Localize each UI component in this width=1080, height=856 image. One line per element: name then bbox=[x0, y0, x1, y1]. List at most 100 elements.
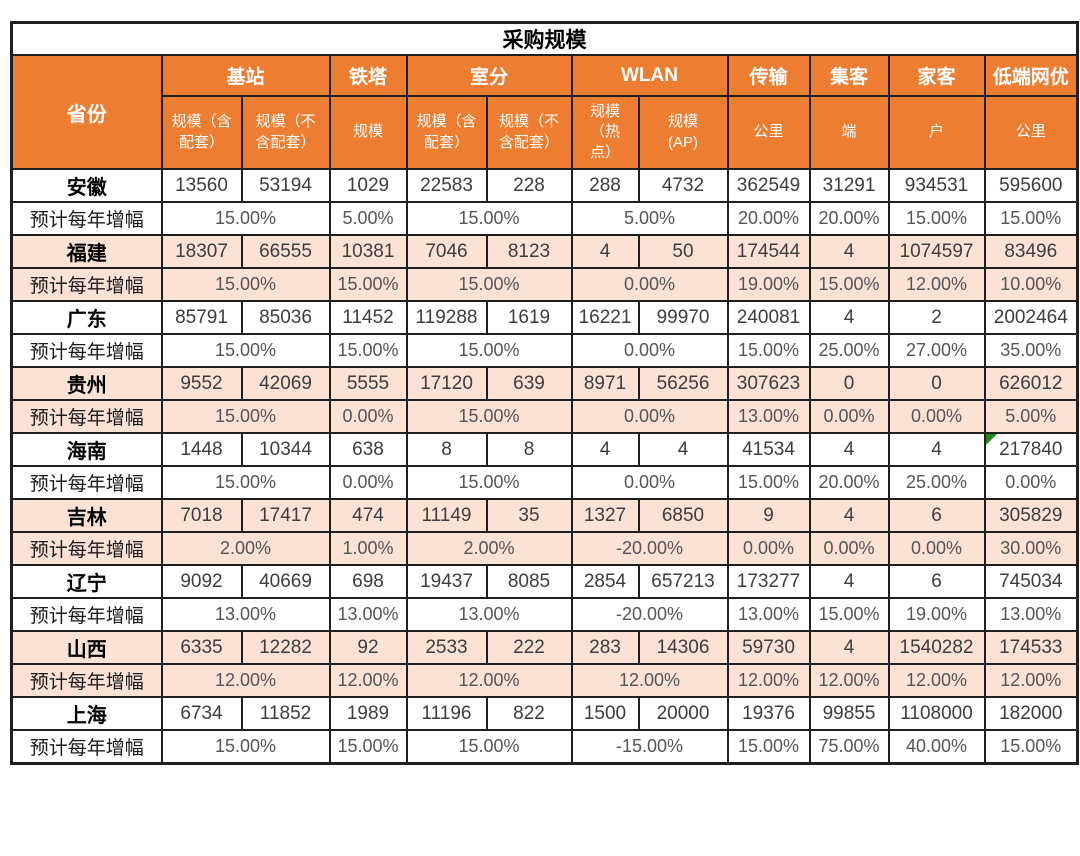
growth-value-cell: 20.00% bbox=[726, 201, 811, 236]
col-sub-netopt-km: 公里 bbox=[983, 95, 1079, 170]
value-cell: 40669 bbox=[240, 564, 331, 599]
value-cell: 35 bbox=[485, 498, 573, 533]
value-cell: 19437 bbox=[405, 564, 488, 599]
growth-value-cell: 15.00% bbox=[328, 729, 408, 764]
growth-value-cell: 12.00% bbox=[887, 267, 986, 302]
value-cell: 307623 bbox=[726, 366, 811, 401]
growth-value-cell: 15.00% bbox=[160, 267, 331, 302]
value-cell: 362549 bbox=[726, 168, 811, 203]
value-cell: 12282 bbox=[240, 630, 331, 665]
growth-value-cell: 13.00% bbox=[328, 597, 408, 632]
value-cell: 17120 bbox=[405, 366, 488, 401]
growth-value-cell: 13.00% bbox=[726, 597, 811, 632]
growth-value-cell: 15.00% bbox=[808, 267, 890, 302]
value-cell: 4 bbox=[808, 432, 890, 467]
growth-value-cell: 25.00% bbox=[887, 465, 986, 500]
value-cell: 19376 bbox=[726, 696, 811, 731]
growth-value-cell: 12.00% bbox=[570, 663, 729, 698]
province-row: 海南 1448 10344 638 8 8 4 4 41534 4 4 217840 bbox=[10, 432, 1079, 467]
growth-row: 预计每年增幅 15.00% 5.00% 15.00% 5.00% 20.00% 20.00%… bbox=[10, 201, 1079, 236]
col-group-base-station: 基站 bbox=[160, 54, 331, 97]
value-cell: 6 bbox=[887, 498, 986, 533]
growth-value-cell: 15.00% bbox=[405, 201, 573, 236]
value-cell: 8123 bbox=[485, 234, 573, 269]
province-name-cell: 辽宁 bbox=[10, 564, 163, 599]
col-sub-home-households: 户 bbox=[887, 95, 986, 170]
growth-value-cell: 75.00% bbox=[808, 729, 890, 764]
col-sub-indoor-with: 规模（含 配套） bbox=[405, 95, 488, 170]
value-cell: 66555 bbox=[240, 234, 331, 269]
value-cell: 6734 bbox=[160, 696, 243, 731]
growth-value-cell: 12.00% bbox=[405, 663, 573, 698]
growth-row: 预计每年增幅 13.00% 13.00% 13.00% -20.00% 13.00% 15.… bbox=[10, 597, 1079, 632]
growth-value-cell: -20.00% bbox=[570, 531, 729, 566]
growth-value-cell: 15.00% bbox=[160, 201, 331, 236]
growth-value-cell: 15.00% bbox=[983, 201, 1079, 236]
value-cell: 283 bbox=[570, 630, 640, 665]
value-cell: 1327 bbox=[570, 498, 640, 533]
value-cell: 8085 bbox=[485, 564, 573, 599]
value-cell: 85036 bbox=[240, 300, 331, 335]
value-cell: 4 bbox=[637, 432, 729, 467]
growth-value-cell: 40.00% bbox=[887, 729, 986, 764]
growth-label-cell: 预计每年增幅 bbox=[10, 267, 163, 302]
value-cell: 0 bbox=[808, 366, 890, 401]
province-row: 吉林 7018 17417 474 11149 35 1327 6850 9 4 6 305829 bbox=[10, 498, 1079, 533]
value-cell: 5555 bbox=[328, 366, 408, 401]
growth-value-cell: 1.00% bbox=[328, 531, 408, 566]
province-row: 辽宁 9092 40669 698 19437 8085 2854 657213 173277 4… bbox=[10, 564, 1079, 599]
value-cell: 99970 bbox=[637, 300, 729, 335]
value-cell: 11852 bbox=[240, 696, 331, 731]
col-sub-transmission-km: 公里 bbox=[726, 95, 811, 170]
growth-value-cell: 13.00% bbox=[160, 597, 331, 632]
value-cell: 288 bbox=[570, 168, 640, 203]
growth-row: 预计每年增幅 2.00% 1.00% 2.00% -20.00% 0.00% 0.00% 0.… bbox=[10, 531, 1079, 566]
growth-label-cell: 预计每年增幅 bbox=[10, 729, 163, 764]
value-cell: 1989 bbox=[328, 696, 408, 731]
value-cell: 59730 bbox=[726, 630, 811, 665]
growth-label-cell: 预计每年增幅 bbox=[10, 399, 163, 434]
growth-value-cell: 15.00% bbox=[160, 729, 331, 764]
value-cell: 240081 bbox=[726, 300, 811, 335]
growth-value-cell: 5.00% bbox=[570, 201, 729, 236]
value-cell: 698 bbox=[328, 564, 408, 599]
growth-value-cell: 0.00% bbox=[887, 531, 986, 566]
growth-label-cell: 预计每年增幅 bbox=[10, 201, 163, 236]
growth-value-cell: 13.00% bbox=[726, 399, 811, 434]
province-row: 山西 6335 12282 92 2533 222 283 14306 59730 4 154028… bbox=[10, 630, 1079, 665]
value-cell: 626012 bbox=[983, 366, 1079, 401]
value-cell: 474 bbox=[328, 498, 408, 533]
value-cell: 4 bbox=[808, 234, 890, 269]
growth-value-cell: 27.00% bbox=[887, 333, 986, 368]
growth-value-cell: 15.00% bbox=[887, 201, 986, 236]
col-sub-base-without: 规模（不 含配套） bbox=[240, 95, 331, 170]
value-cell: 9 bbox=[726, 498, 811, 533]
growth-value-cell: 12.00% bbox=[328, 663, 408, 698]
growth-row: 预计每年增幅 15.00% 0.00% 15.00% 0.00% 15.00% 20.00%… bbox=[10, 465, 1079, 500]
value-cell: 1108000 bbox=[887, 696, 986, 731]
value-cell: 42069 bbox=[240, 366, 331, 401]
growth-label-cell: 预计每年增幅 bbox=[10, 597, 163, 632]
growth-value-cell: 15.00% bbox=[405, 267, 573, 302]
province-row: 广东 85791 85036 11452 119288 1619 16221 99970 240… bbox=[10, 300, 1079, 335]
col-sub-indoor-without: 规模（不 含配套） bbox=[485, 95, 573, 170]
province-row: 福建 18307 66555 10381 7046 8123 4 50 174544 4 10745… bbox=[10, 234, 1079, 269]
growth-label-cell: 预计每年增幅 bbox=[10, 663, 163, 698]
province-name-cell: 福建 bbox=[10, 234, 163, 269]
table-title: 采购规模 bbox=[10, 21, 1079, 56]
growth-value-cell: 15.00% bbox=[726, 333, 811, 368]
value-cell: 638 bbox=[328, 432, 408, 467]
growth-row: 预计每年增幅 15.00% 0.00% 15.00% 0.00% 13.00% 0.00% 0… bbox=[10, 399, 1079, 434]
value-cell: 4 bbox=[808, 564, 890, 599]
province-row: 安徽 13560 53194 1029 22583 228 288 4732 362549 312… bbox=[10, 168, 1079, 203]
value-cell: 657213 bbox=[637, 564, 729, 599]
col-sub-group-ports: 端 bbox=[808, 95, 890, 170]
value-cell: 92 bbox=[328, 630, 408, 665]
growth-row: 预计每年增幅 15.00% 15.00% 15.00% -15.00% 15.00% 75.… bbox=[10, 729, 1079, 764]
col-sub-wlan-ap: 规模 (AP) bbox=[637, 95, 729, 170]
value-cell: 6335 bbox=[160, 630, 243, 665]
group-header-row: 省份 基站 铁塔 室分 WLAN 传输 集客 家客 低端网优 bbox=[10, 54, 1079, 170]
value-cell: 8971 bbox=[570, 366, 640, 401]
value-cell: 4 bbox=[808, 498, 890, 533]
value-cell: 14306 bbox=[637, 630, 729, 665]
